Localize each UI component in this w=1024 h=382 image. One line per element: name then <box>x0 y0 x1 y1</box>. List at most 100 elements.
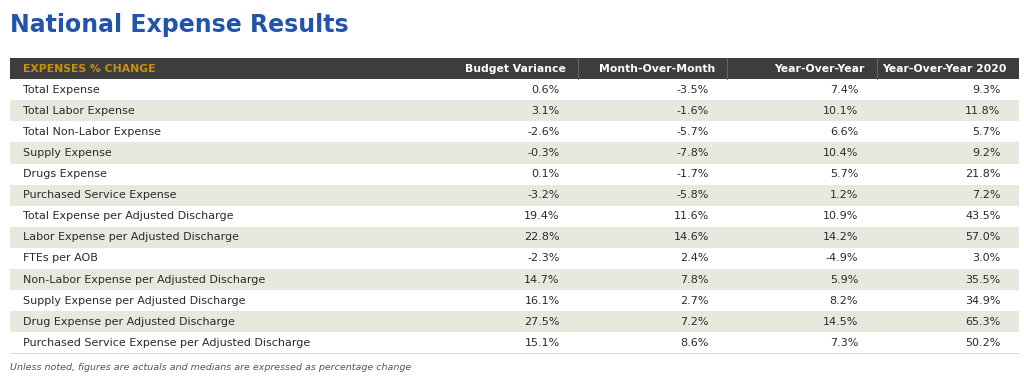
Bar <box>877 121 1019 142</box>
Bar <box>727 100 877 121</box>
Bar <box>10 58 429 79</box>
Bar <box>579 58 727 79</box>
Text: 11.8%: 11.8% <box>965 106 1000 116</box>
Text: 0.1%: 0.1% <box>531 169 560 179</box>
Text: Drugs Expense: Drugs Expense <box>23 169 106 179</box>
Text: -2.3%: -2.3% <box>527 253 560 264</box>
Text: Labor Expense per Adjusted Discharge: Labor Expense per Adjusted Discharge <box>23 232 239 242</box>
Bar <box>877 311 1019 332</box>
Text: 11.6%: 11.6% <box>674 211 709 221</box>
Bar <box>727 79 877 100</box>
Bar <box>429 100 579 121</box>
Bar <box>429 290 579 311</box>
Text: -5.8%: -5.8% <box>677 190 709 200</box>
Text: 10.9%: 10.9% <box>823 211 858 221</box>
Bar <box>429 248 579 269</box>
Text: 1.2%: 1.2% <box>829 190 858 200</box>
Text: -3.5%: -3.5% <box>677 85 709 95</box>
Text: -1.6%: -1.6% <box>677 106 709 116</box>
Bar <box>579 142 727 163</box>
Bar <box>727 206 877 227</box>
Bar <box>579 163 727 185</box>
Text: Year-Over-Year 2020: Year-Over-Year 2020 <box>883 64 1007 74</box>
Text: 19.4%: 19.4% <box>524 211 560 221</box>
Text: 7.4%: 7.4% <box>829 85 858 95</box>
Text: Supply Expense: Supply Expense <box>23 148 112 158</box>
Bar <box>877 79 1019 100</box>
Bar <box>877 332 1019 353</box>
Bar <box>579 290 727 311</box>
Text: 34.9%: 34.9% <box>965 296 1000 306</box>
Bar <box>727 332 877 353</box>
Text: 7.3%: 7.3% <box>829 338 858 348</box>
Bar <box>579 269 727 290</box>
Bar <box>727 227 877 248</box>
Text: 57.0%: 57.0% <box>965 232 1000 242</box>
Bar <box>10 100 429 121</box>
Bar <box>429 58 579 79</box>
Bar <box>877 185 1019 206</box>
Bar <box>877 227 1019 248</box>
Text: 14.6%: 14.6% <box>674 232 709 242</box>
Text: -7.8%: -7.8% <box>677 148 709 158</box>
Bar <box>10 290 429 311</box>
Text: EXPENSES % CHANGE: EXPENSES % CHANGE <box>23 64 155 74</box>
Bar <box>727 248 877 269</box>
Bar <box>727 121 877 142</box>
Bar <box>877 58 1019 79</box>
Text: Total Labor Expense: Total Labor Expense <box>23 106 134 116</box>
Text: 43.5%: 43.5% <box>965 211 1000 221</box>
Bar <box>429 79 579 100</box>
Bar <box>579 227 727 248</box>
Bar <box>10 206 429 227</box>
Text: 14.7%: 14.7% <box>524 275 560 285</box>
Bar <box>579 332 727 353</box>
Text: 5.9%: 5.9% <box>829 275 858 285</box>
Text: 65.3%: 65.3% <box>966 317 1000 327</box>
Text: 35.5%: 35.5% <box>966 275 1000 285</box>
Text: 9.2%: 9.2% <box>972 148 1000 158</box>
Text: 21.8%: 21.8% <box>965 169 1000 179</box>
Text: 7.2%: 7.2% <box>681 317 709 327</box>
Bar <box>727 290 877 311</box>
Bar <box>10 269 429 290</box>
Bar <box>429 227 579 248</box>
Text: 8.6%: 8.6% <box>681 338 709 348</box>
Text: 9.3%: 9.3% <box>972 85 1000 95</box>
Bar <box>727 163 877 185</box>
Bar <box>579 185 727 206</box>
Text: 7.8%: 7.8% <box>681 275 709 285</box>
Bar <box>579 311 727 332</box>
Bar <box>429 332 579 353</box>
Bar <box>877 100 1019 121</box>
Text: Total Expense per Adjusted Discharge: Total Expense per Adjusted Discharge <box>23 211 233 221</box>
Text: 10.1%: 10.1% <box>823 106 858 116</box>
Text: 3.1%: 3.1% <box>531 106 560 116</box>
Text: 6.6%: 6.6% <box>830 127 858 137</box>
Text: 22.8%: 22.8% <box>524 232 560 242</box>
Text: Year-Over-Year: Year-Over-Year <box>774 64 864 74</box>
Text: 16.1%: 16.1% <box>524 296 560 306</box>
Text: Budget Variance: Budget Variance <box>465 64 566 74</box>
Text: -3.2%: -3.2% <box>527 190 560 200</box>
Text: Supply Expense per Adjusted Discharge: Supply Expense per Adjusted Discharge <box>23 296 245 306</box>
Text: 2.4%: 2.4% <box>681 253 709 264</box>
Text: 0.6%: 0.6% <box>531 85 560 95</box>
Bar <box>10 311 429 332</box>
Bar <box>579 206 727 227</box>
Bar <box>579 100 727 121</box>
Text: Total Expense: Total Expense <box>23 85 99 95</box>
Bar <box>579 79 727 100</box>
Text: -5.7%: -5.7% <box>677 127 709 137</box>
Bar <box>429 163 579 185</box>
Bar <box>727 269 877 290</box>
Text: 3.0%: 3.0% <box>972 253 1000 264</box>
Bar <box>429 311 579 332</box>
Text: Drug Expense per Adjusted Discharge: Drug Expense per Adjusted Discharge <box>23 317 234 327</box>
Text: -4.9%: -4.9% <box>825 253 858 264</box>
Text: 15.1%: 15.1% <box>524 338 560 348</box>
Text: Purchased Service Expense: Purchased Service Expense <box>23 190 176 200</box>
Text: Unless noted, figures are actuals and medians are expressed as percentage change: Unless noted, figures are actuals and me… <box>10 363 412 372</box>
Bar <box>10 163 429 185</box>
Text: FTEs per AOB: FTEs per AOB <box>23 253 97 264</box>
